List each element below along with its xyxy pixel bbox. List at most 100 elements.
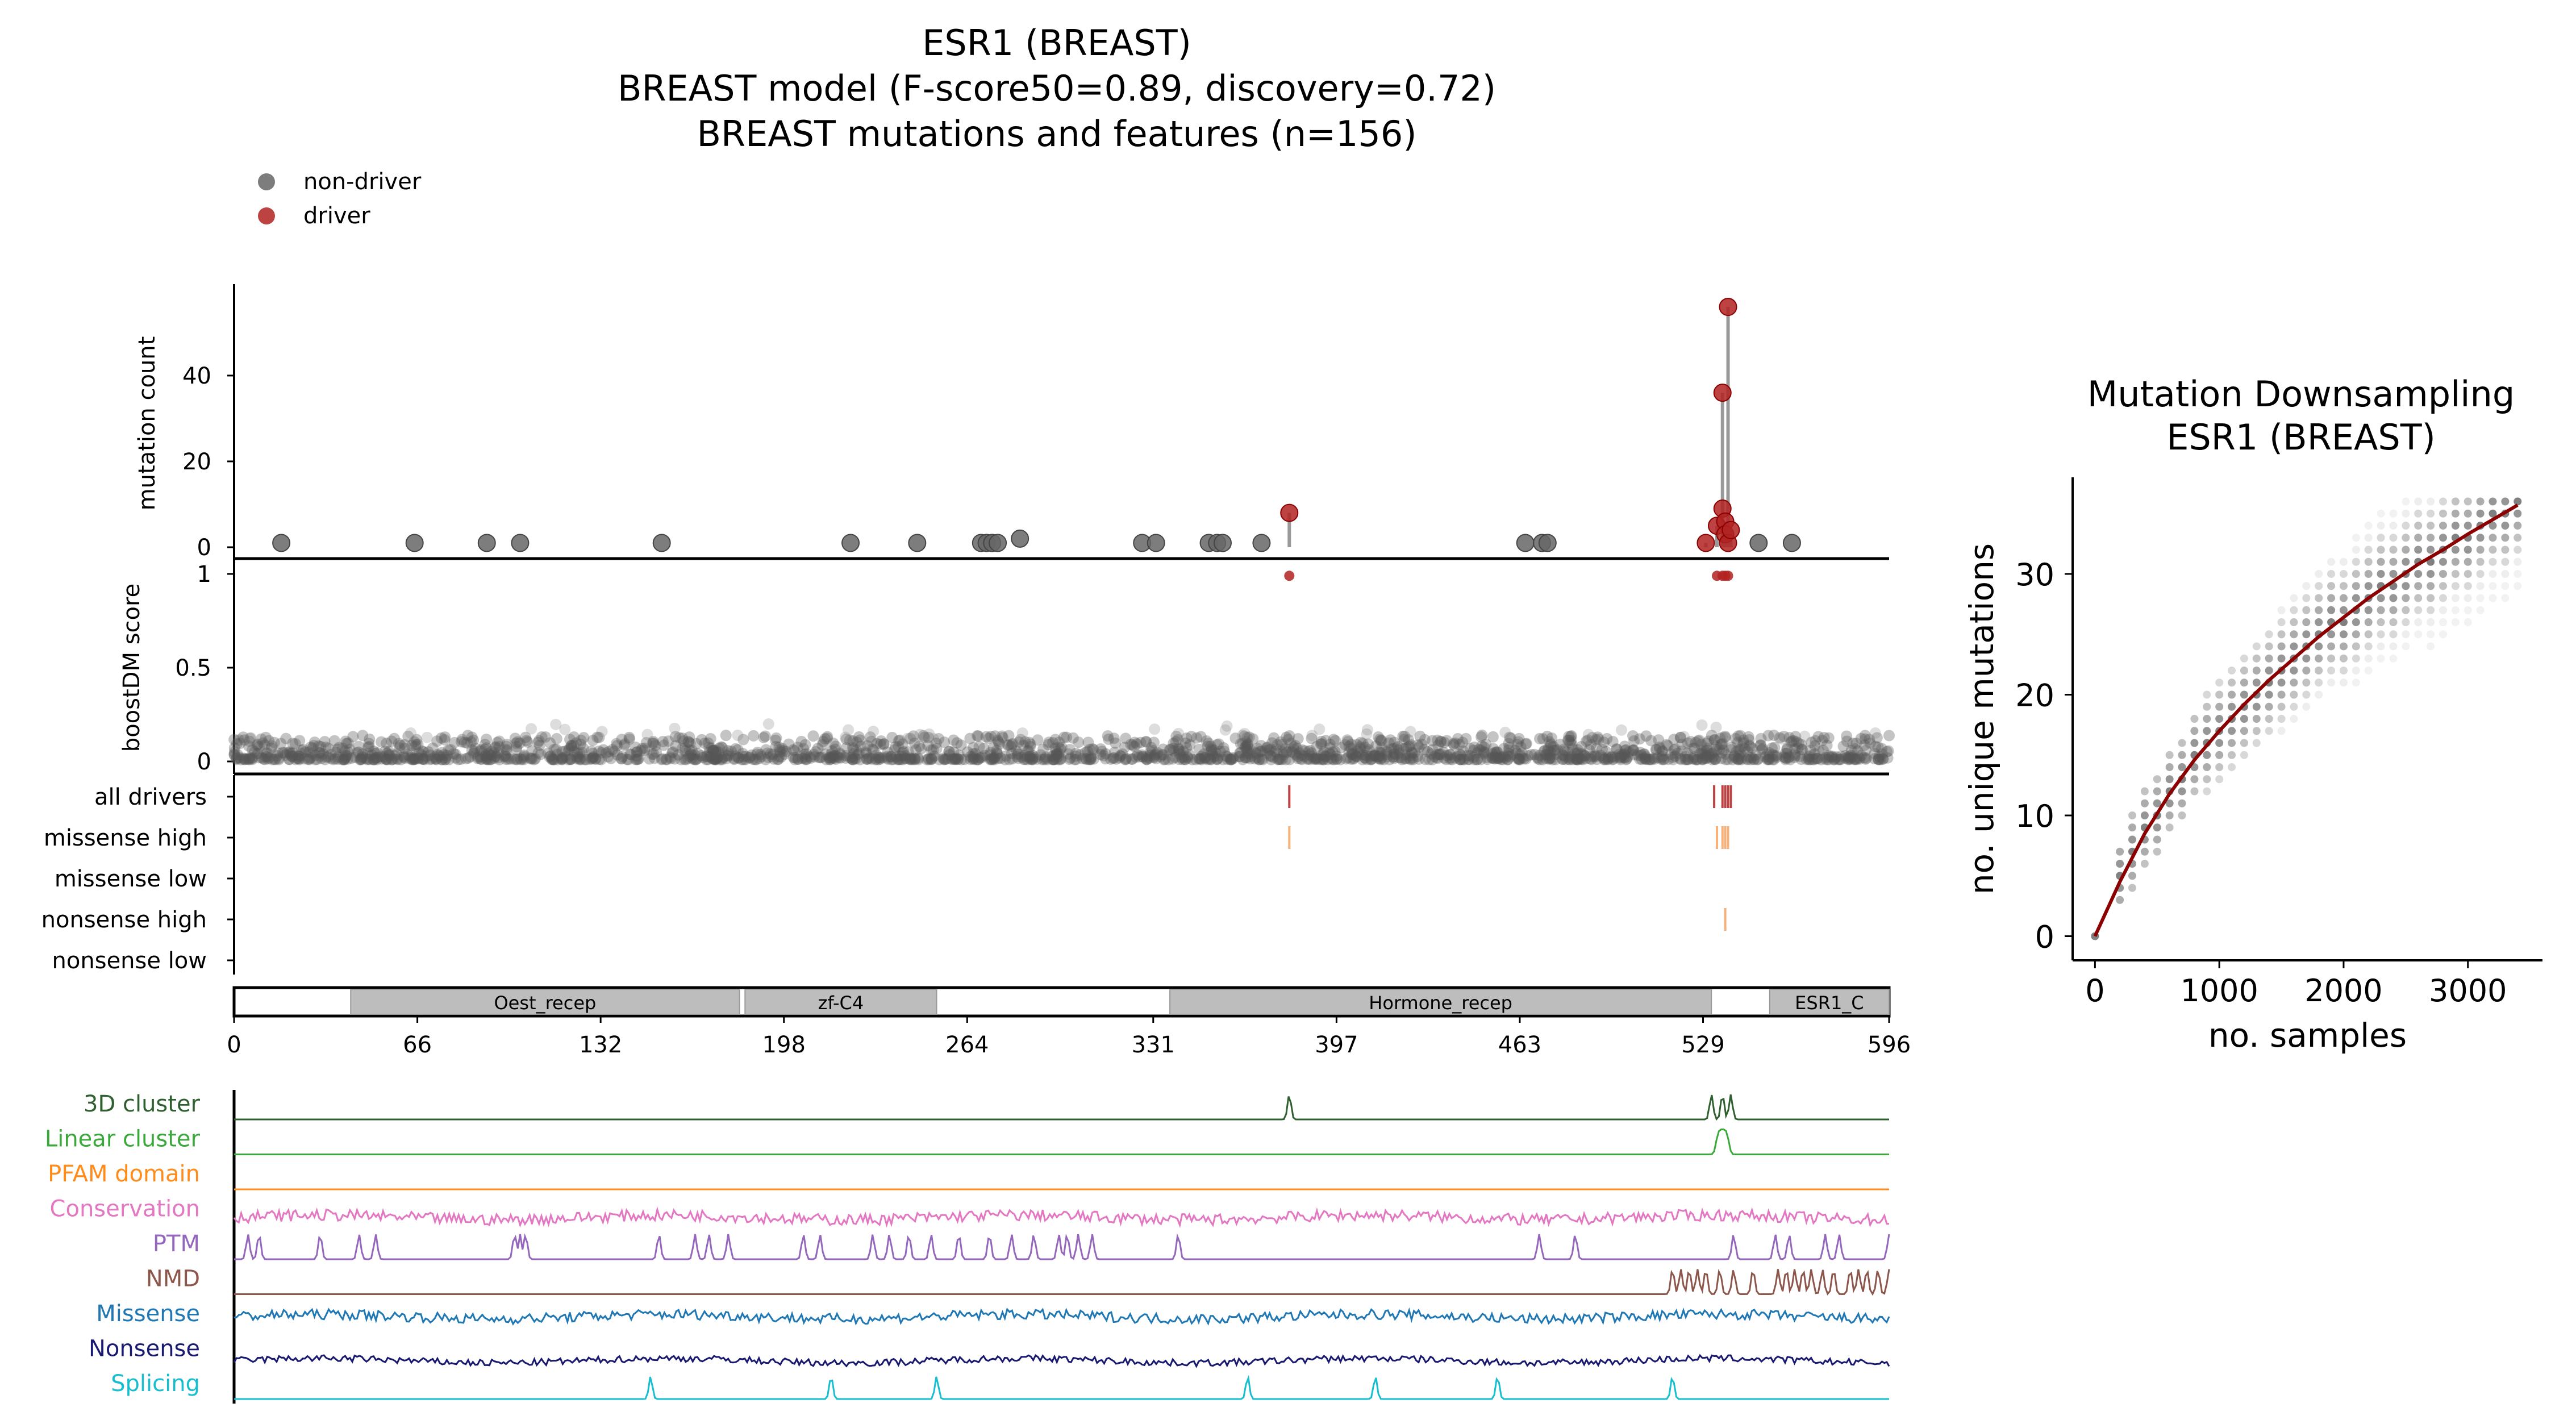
score-point [362, 742, 374, 753]
score-point [1869, 748, 1881, 760]
score-point [241, 753, 253, 765]
score-point [740, 751, 752, 763]
score-point [1719, 730, 1731, 742]
score-point [1515, 741, 1527, 753]
score-point [1235, 738, 1247, 750]
score-point [492, 747, 504, 759]
score-point [964, 732, 976, 744]
score-point [1645, 735, 1657, 747]
sample-point [2265, 727, 2273, 735]
score-point [1628, 744, 1640, 756]
down-xtick-label: 0 [2085, 973, 2104, 1009]
sample-point [2277, 654, 2286, 663]
score-point [1759, 751, 1771, 763]
score-point [1795, 753, 1807, 765]
score-point [926, 744, 937, 756]
score-point [1779, 748, 1791, 760]
nondriver-point [1147, 534, 1165, 552]
protein-xtick-label: 198 [762, 1032, 806, 1058]
score-point [972, 730, 984, 742]
score-point [332, 753, 344, 765]
score-point [986, 753, 998, 765]
sample-point [2389, 509, 2398, 518]
score-point [881, 752, 893, 764]
score-point [1048, 753, 1060, 765]
score-point-high [1775, 733, 1787, 745]
score-point [351, 747, 363, 759]
score-point [1635, 750, 1647, 761]
score-point [1495, 753, 1507, 765]
score-point [1023, 736, 1035, 748]
score-point [1728, 750, 1740, 762]
score-point [1365, 753, 1377, 765]
score-point [882, 753, 894, 765]
score-point [1289, 740, 1301, 752]
sample-point [2140, 799, 2149, 807]
score-point [1354, 741, 1366, 753]
score-point [1432, 752, 1444, 764]
score-point [381, 747, 393, 759]
score-point [673, 732, 685, 744]
score-point [1706, 730, 1718, 742]
score-point [707, 744, 719, 756]
score-point [953, 750, 965, 761]
score-point [1708, 734, 1720, 746]
legend-label-nondriver: non-driver [303, 169, 422, 195]
score-point [1741, 753, 1753, 765]
sample-point [2339, 570, 2348, 578]
score-point [1620, 744, 1632, 756]
score-point [1781, 747, 1793, 759]
score-point [1476, 729, 1488, 741]
score-point [650, 746, 662, 758]
score-point [1259, 745, 1271, 757]
score-point [1692, 753, 1704, 765]
score-point [984, 749, 996, 761]
score-point [1727, 753, 1739, 765]
score-point [528, 753, 540, 765]
score-point [1373, 746, 1385, 758]
score-point [943, 746, 955, 757]
score-point [1137, 751, 1149, 763]
score-point [1454, 753, 1466, 765]
score-point [544, 751, 556, 763]
sample-point [2203, 727, 2211, 735]
score-point [1073, 736, 1085, 748]
score-point [985, 730, 997, 742]
score-point [1444, 748, 1456, 760]
score-point [772, 753, 784, 765]
sample-point [2140, 787, 2149, 796]
score-point [1550, 748, 1562, 760]
score-point [711, 752, 723, 764]
score-point [1618, 751, 1629, 763]
score-point [1486, 752, 1498, 764]
sample-point [2327, 678, 2336, 687]
score-point [1341, 752, 1353, 764]
score-point-high [1149, 723, 1161, 735]
score-point [686, 744, 698, 756]
score-point [770, 732, 782, 744]
score-point [774, 746, 786, 758]
score-point [1638, 748, 1650, 760]
score-point [319, 736, 331, 748]
score-point [1227, 752, 1239, 764]
score-point [366, 749, 378, 761]
score-point [431, 735, 443, 747]
score-point [1688, 742, 1700, 754]
score-point [1614, 751, 1626, 763]
score-point [336, 742, 348, 754]
score-point [243, 740, 255, 752]
score-point [500, 753, 512, 765]
score-point [848, 743, 860, 755]
score-point [1823, 732, 1835, 744]
score-point [280, 749, 291, 761]
score-point [892, 753, 904, 765]
score-point [1227, 753, 1239, 765]
score-point [1491, 746, 1503, 758]
score-point [894, 734, 906, 746]
score-point [1818, 731, 1830, 743]
score-point [1590, 734, 1602, 746]
score-point [1211, 753, 1223, 765]
score-point [308, 739, 320, 751]
sample-point [2402, 497, 2410, 506]
score-point [1253, 753, 1265, 765]
